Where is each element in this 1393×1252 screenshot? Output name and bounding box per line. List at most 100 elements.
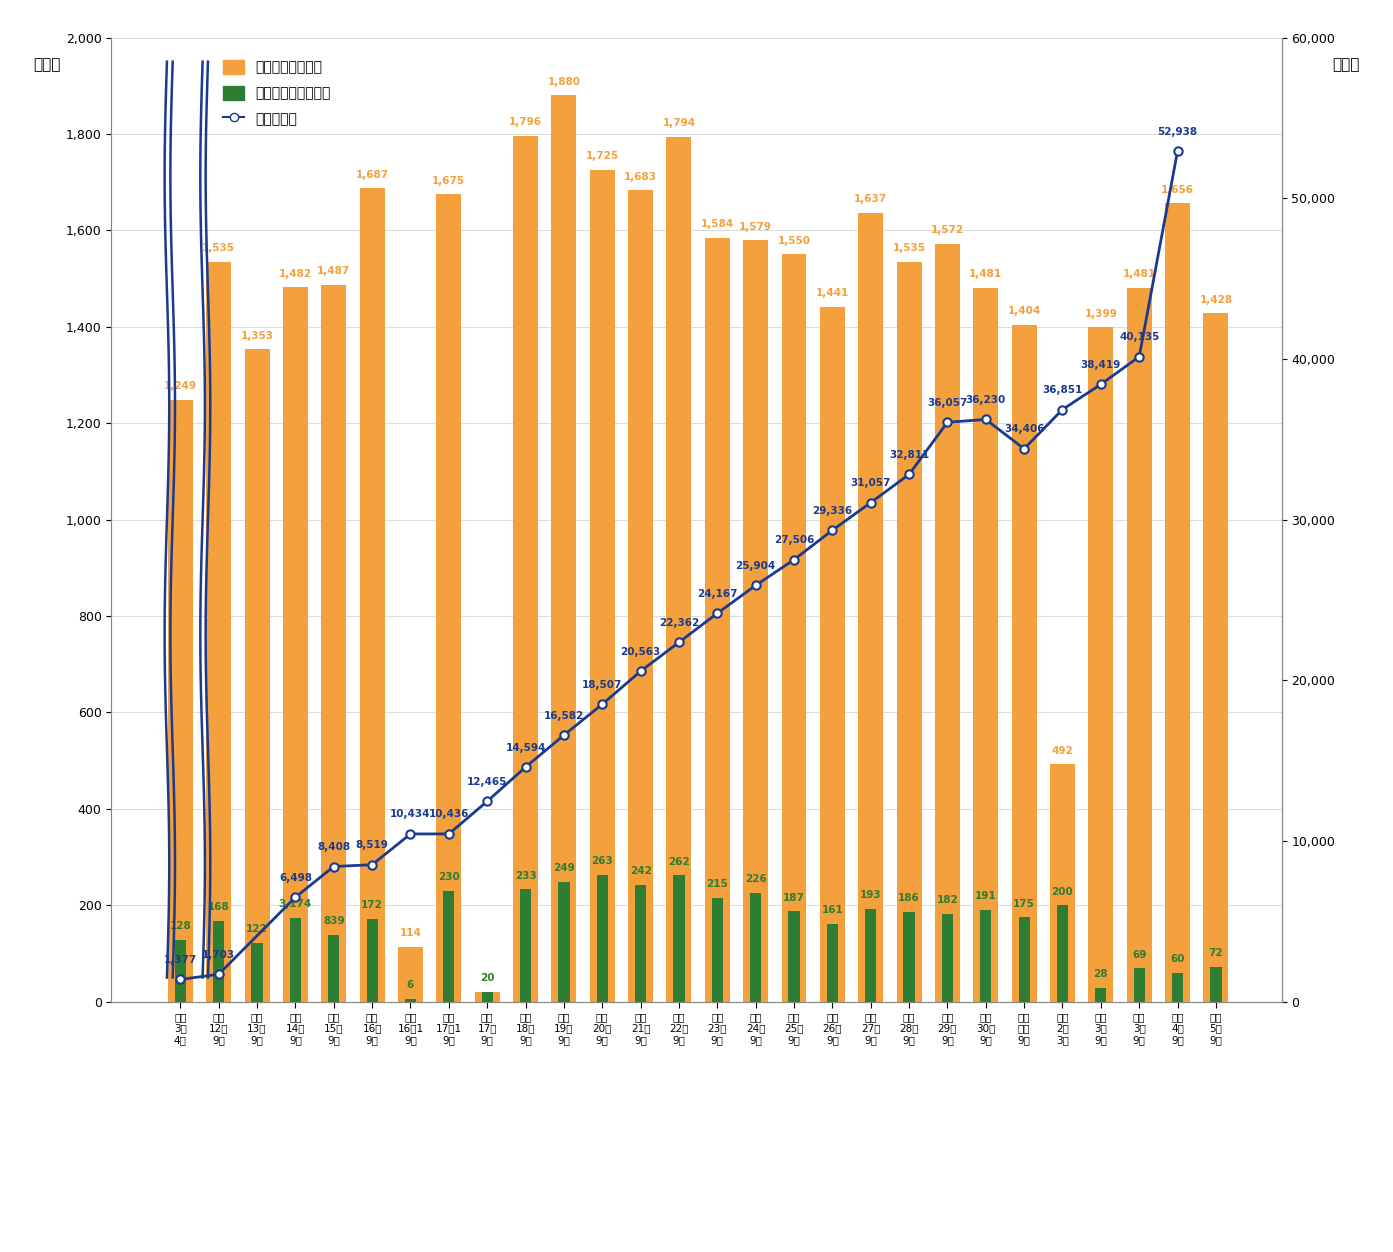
Text: 1,550: 1,550 — [777, 235, 811, 245]
Bar — [897, 262, 922, 1002]
Text: 187: 187 — [783, 893, 805, 903]
Text: 215: 215 — [706, 879, 729, 889]
Legend: 認定者数（会員）, 認定者数（会員外）, 認定者総数: 認定者数（会員）, 認定者数（会員外）, 認定者総数 — [217, 54, 336, 131]
Bar — [666, 136, 691, 1002]
Text: 1,683: 1,683 — [624, 172, 657, 182]
Bar — [705, 238, 730, 1002]
Bar — [359, 189, 384, 1002]
Bar — [169, 399, 192, 1002]
Bar — [290, 918, 301, 1002]
Bar — [443, 890, 454, 1002]
Bar — [981, 909, 992, 1002]
Text: 27,506: 27,506 — [775, 535, 814, 545]
Text: 191: 191 — [975, 891, 996, 901]
Text: 20,563: 20,563 — [620, 647, 660, 657]
Bar — [475, 992, 500, 1002]
Text: 172: 172 — [361, 900, 383, 910]
Text: 3,174: 3,174 — [279, 899, 312, 909]
Text: 1,796: 1,796 — [508, 118, 542, 128]
Text: 186: 186 — [898, 893, 919, 903]
Bar — [1011, 324, 1036, 1002]
Bar — [781, 254, 807, 1002]
Bar — [974, 288, 999, 1002]
Text: 1,353: 1,353 — [241, 331, 273, 341]
Bar — [520, 889, 531, 1002]
Bar — [935, 244, 960, 1002]
Bar — [436, 194, 461, 1002]
Text: 36,230: 36,230 — [965, 396, 1006, 404]
Text: 242: 242 — [630, 866, 652, 876]
Text: 20: 20 — [481, 973, 495, 983]
Text: 16,582: 16,582 — [543, 711, 584, 721]
Bar — [1204, 313, 1229, 1002]
Bar — [1057, 905, 1068, 1002]
Bar — [1211, 967, 1222, 1002]
Text: 29,336: 29,336 — [812, 506, 853, 516]
Text: 36,057: 36,057 — [928, 398, 968, 408]
Bar — [398, 947, 423, 1002]
Text: 36,851: 36,851 — [1042, 386, 1082, 396]
Text: 1,535: 1,535 — [893, 243, 925, 253]
Bar — [1050, 765, 1075, 1002]
Text: 18,507: 18,507 — [582, 680, 623, 690]
Text: 182: 182 — [936, 895, 958, 905]
Bar — [1165, 203, 1190, 1002]
Text: 128: 128 — [170, 921, 191, 931]
Bar — [589, 170, 614, 1002]
Text: 52,938: 52,938 — [1158, 126, 1198, 136]
Bar — [1127, 288, 1152, 1002]
Text: 8,408: 8,408 — [318, 843, 350, 853]
Text: 12,465: 12,465 — [467, 776, 507, 786]
Bar — [206, 262, 231, 1002]
Text: 25,904: 25,904 — [736, 561, 776, 571]
Bar — [322, 285, 347, 1002]
Text: 193: 193 — [859, 890, 882, 900]
Text: 175: 175 — [1013, 899, 1035, 909]
Text: 10,436: 10,436 — [429, 810, 469, 820]
Text: 28: 28 — [1094, 969, 1107, 979]
Text: 1,404: 1,404 — [1007, 307, 1041, 317]
Bar — [552, 95, 577, 1002]
Text: 1,481: 1,481 — [970, 269, 1003, 279]
Bar — [712, 898, 723, 1002]
Text: 114: 114 — [400, 928, 422, 938]
Bar — [245, 349, 269, 1002]
Text: 1,675: 1,675 — [432, 175, 465, 185]
Bar — [628, 190, 653, 1002]
Text: 161: 161 — [822, 905, 843, 915]
Text: 1,637: 1,637 — [854, 194, 887, 204]
Text: 1,572: 1,572 — [931, 225, 964, 235]
Bar — [1018, 918, 1029, 1002]
Bar — [904, 911, 915, 1002]
Text: 8,519: 8,519 — [355, 840, 389, 850]
Text: 1,428: 1,428 — [1199, 294, 1233, 304]
Text: 839: 839 — [323, 916, 344, 926]
Bar — [1172, 973, 1183, 1002]
Bar — [405, 999, 417, 1002]
Text: 1,481: 1,481 — [1123, 269, 1156, 279]
Bar — [635, 885, 646, 1002]
Text: 38,419: 38,419 — [1081, 359, 1121, 369]
Text: 122: 122 — [247, 924, 267, 934]
Bar — [1134, 968, 1145, 1002]
Text: 262: 262 — [669, 856, 690, 866]
Text: 1,579: 1,579 — [740, 222, 772, 232]
Bar — [749, 893, 761, 1002]
Text: 249: 249 — [553, 863, 575, 873]
Text: 6: 6 — [407, 980, 414, 990]
Text: 1,487: 1,487 — [318, 267, 351, 277]
Bar — [673, 875, 684, 1002]
Text: 72: 72 — [1209, 948, 1223, 958]
Bar — [513, 136, 538, 1002]
Text: 10,434: 10,434 — [390, 810, 430, 820]
Text: 34,406: 34,406 — [1004, 424, 1045, 434]
Text: 1,880: 1,880 — [547, 76, 581, 86]
Text: 1,482: 1,482 — [279, 269, 312, 279]
Text: 6,498: 6,498 — [279, 873, 312, 883]
Text: 1,441: 1,441 — [816, 288, 848, 298]
Text: 31,057: 31,057 — [851, 478, 892, 488]
Bar — [252, 943, 263, 1002]
Text: 1,725: 1,725 — [585, 151, 618, 162]
Text: 14,594: 14,594 — [506, 742, 546, 752]
Bar — [942, 914, 953, 1002]
